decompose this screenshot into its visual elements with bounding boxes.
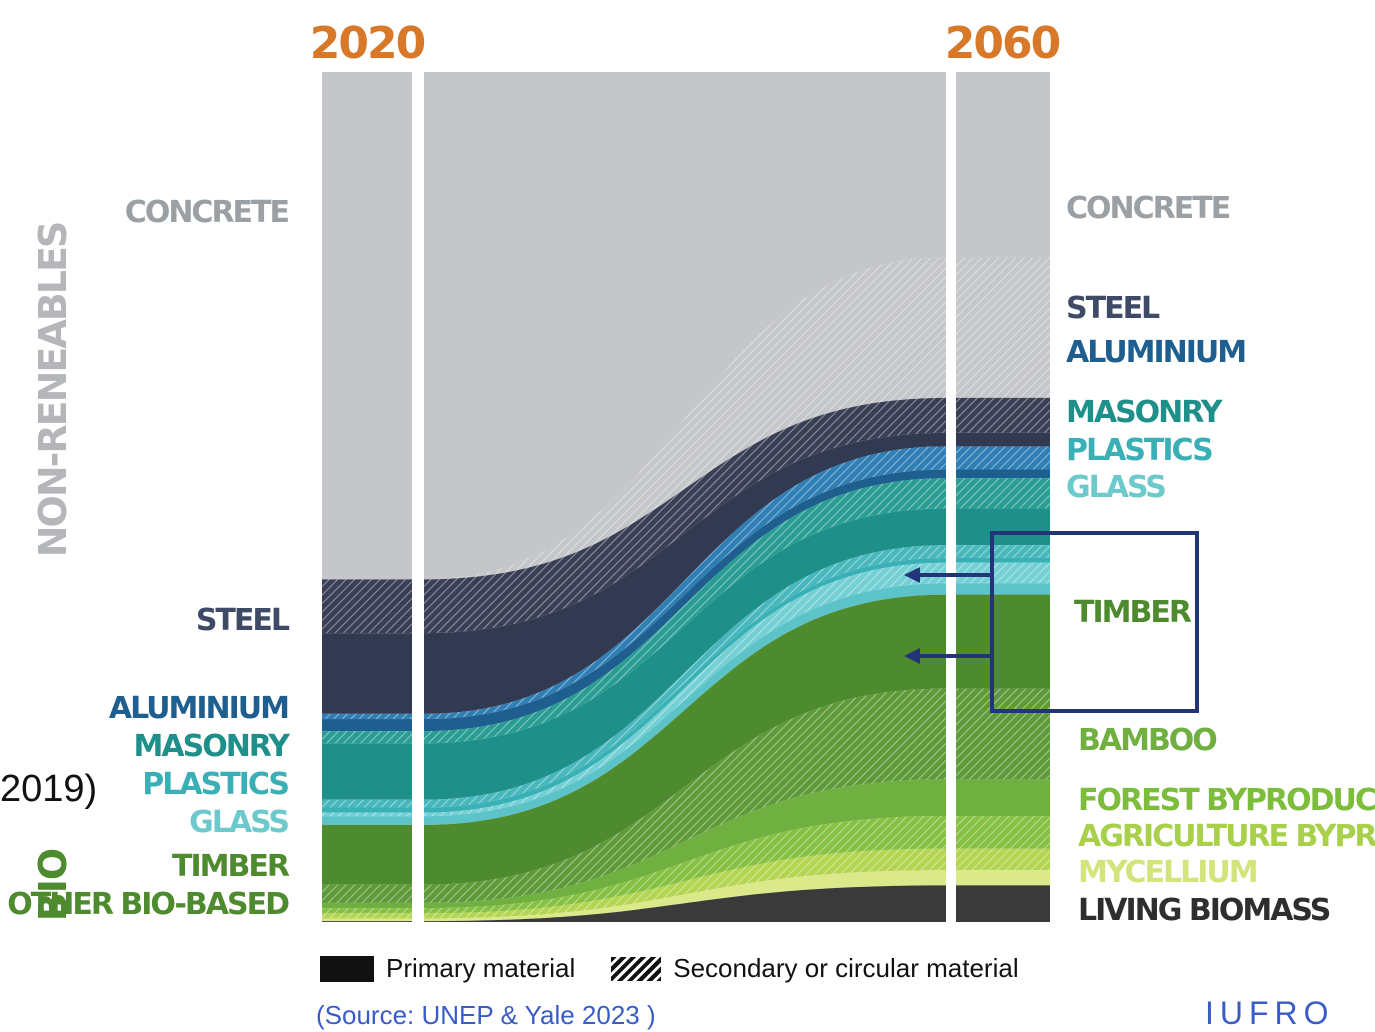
flow-bands xyxy=(424,72,946,922)
bar2060-hatch-concrete-secondary xyxy=(956,257,1050,398)
bar2020-hatch-agriculture-byproduct-secondary xyxy=(322,913,412,919)
flow-masonry-primary xyxy=(424,508,946,800)
flow-concrete-primary xyxy=(424,72,946,580)
cropped-side-text: 2019) xyxy=(0,768,98,810)
bar2060-timber-primary xyxy=(956,594,1050,689)
callout-arrowhead-upper xyxy=(904,567,920,583)
label-2060-mycellium: MYCELLIUM xyxy=(1078,855,1257,890)
label-2060-timber: TIMBER xyxy=(1074,595,1192,630)
source-citation: (Source: UNEP & Yale 2023 ) xyxy=(316,1000,656,1030)
label-2020-other-bio-based: OTHER BIO-BASED xyxy=(7,887,289,922)
legend: Primary material Secondary or circular m… xyxy=(320,953,1019,984)
bar2060-masonry-primary xyxy=(956,508,1050,546)
bar2060-hatch-plastics-secondary xyxy=(956,545,1050,558)
flow-glass-primary xyxy=(424,583,946,825)
bar2020-hatch-timber-secondary xyxy=(322,884,412,903)
callout-arrowhead-lower xyxy=(904,648,920,664)
legend-swatch-primary xyxy=(320,955,374,982)
bar2060-hatch-glass-secondary xyxy=(956,562,1050,584)
flow-living-biomass-primary xyxy=(424,885,946,922)
flow-hatch-steel-secondary xyxy=(424,397,946,634)
bar2020-timber-primary xyxy=(322,824,412,885)
flow-hatch-forest-byproduct-secondary xyxy=(424,816,946,914)
bar2020-mycellium-primary xyxy=(322,918,412,922)
category-labels: 2020 2060 NON-RENEABLES BIO CONCRETE STEEL ALU… xyxy=(7,18,1375,928)
label-2060-living-biomass: LIVING BIOMASS xyxy=(1078,893,1330,928)
label-2060-plastics: PLASTICS xyxy=(1066,433,1212,468)
bar2060-mycellium-primary xyxy=(956,870,1050,886)
bar2060-concrete-primary xyxy=(956,72,1050,258)
label-2060-masonry: MASONRY xyxy=(1066,395,1224,430)
label-2060-concrete: CONCRETE xyxy=(1066,191,1230,226)
label-2060-bamboo: BAMBOO xyxy=(1078,723,1216,758)
bar2060-aluminium-primary xyxy=(956,469,1050,479)
label-2020-concrete: CONCRETE xyxy=(125,195,289,230)
bar2020-hatch-aluminium-secondary xyxy=(322,713,412,720)
flow-steel-primary xyxy=(424,432,946,714)
iufro-logo: IUFRO xyxy=(1205,995,1335,1031)
bar2060-hatch-timber-secondary xyxy=(956,688,1050,780)
flow-hatch-masonry-secondary xyxy=(424,478,946,744)
year-2060-heading: 2060 xyxy=(945,18,1060,69)
bar2020-hatch-forest-byproduct-secondary xyxy=(322,908,412,914)
label-2060-aluminium: ALUMINIUM xyxy=(1066,335,1245,370)
label-2060-agriculture-byproduct: AGRICULTURE BYPRODUCT xyxy=(1078,819,1375,854)
bar2060-plastics-primary xyxy=(956,557,1050,563)
bar2060-living-biomass-primary xyxy=(956,885,1050,922)
flow-hatch-concrete-secondary xyxy=(424,257,946,580)
label-2020-masonry: MASONRY xyxy=(134,729,292,764)
bar2020-hatch-glass-secondary xyxy=(322,812,412,817)
label-2060-forest-byproduct: FOREST BYPRODUCT xyxy=(1078,783,1375,818)
year-bars xyxy=(322,72,1050,922)
bar2020-steel-primary xyxy=(322,633,412,714)
flow-mycellium-primary xyxy=(424,870,946,922)
flow-timber-primary xyxy=(424,594,946,885)
timber-callout-box xyxy=(990,531,1199,713)
flow-bamboo-primary xyxy=(424,779,946,909)
flow-plastics-primary xyxy=(424,557,946,813)
bar2020-plastics-primary xyxy=(322,807,412,813)
flow-hatch-aluminium-secondary xyxy=(424,446,946,720)
label-2020-glass: GLASS xyxy=(189,805,288,840)
bar2020-aluminium-primary xyxy=(322,719,412,732)
bar2060-hatch-agriculture-byproduct-secondary xyxy=(956,848,1050,871)
bar2060-hatch-forest-byproduct-secondary xyxy=(956,816,1050,849)
timber-callout xyxy=(904,531,1199,713)
label-2020-timber: TIMBER xyxy=(172,849,290,884)
bar2020-hatch-plastics-secondary xyxy=(322,799,412,808)
flow-hatch-glass-secondary xyxy=(424,562,946,817)
bar2060-hatch-aluminium-secondary xyxy=(956,446,1050,470)
legend-swatch-secondary xyxy=(611,956,662,981)
flow-hatch-plastics-secondary xyxy=(424,545,946,808)
bar2060-hatch-masonry-secondary xyxy=(956,478,1050,509)
bar2020-concrete-primary xyxy=(322,72,412,580)
group-label-non-renewables: NON-RENEABLES xyxy=(31,223,75,558)
flow-hatch-timber-secondary xyxy=(424,688,946,903)
year-2020-heading: 2020 xyxy=(310,18,425,69)
bar2020-hatch-masonry-secondary xyxy=(322,731,412,744)
label-2060-steel: STEEL xyxy=(1066,291,1160,326)
bar2020-bamboo-primary xyxy=(322,902,412,909)
flow-aluminium-primary xyxy=(424,469,946,732)
bar2020-living-biomass-primary xyxy=(322,921,412,922)
bar2060-glass-primary xyxy=(956,583,1050,595)
bar2060-hatch-steel-secondary xyxy=(956,397,1050,433)
flow-hatch-agriculture-byproduct-secondary xyxy=(424,848,946,919)
label-2020-steel: STEEL xyxy=(196,603,290,638)
label-2060-glass: GLASS xyxy=(1066,470,1165,505)
group-label-bio: BIO xyxy=(31,849,75,921)
legend-label-primary: Primary material xyxy=(386,953,576,983)
label-2020-aluminium: ALUMINIUM xyxy=(109,691,288,726)
bar2020-glass-primary xyxy=(322,816,412,825)
bar2060-steel-primary xyxy=(956,432,1050,447)
bar2020-masonry-primary xyxy=(322,743,412,800)
legend-label-secondary: Secondary or circular material xyxy=(673,953,1019,983)
bar2020-hatch-steel-secondary xyxy=(322,579,412,634)
bar2060-bamboo-primary xyxy=(956,779,1050,817)
label-2020-plastics: PLASTICS xyxy=(142,767,288,802)
